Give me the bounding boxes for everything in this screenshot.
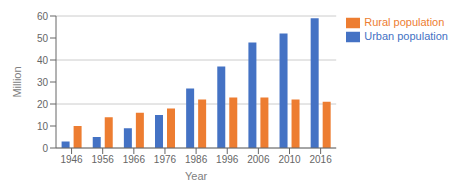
svg-text:2016: 2016 xyxy=(310,154,333,165)
svg-text:2010: 2010 xyxy=(278,154,301,165)
svg-text:1966: 1966 xyxy=(123,154,146,165)
svg-text:10: 10 xyxy=(37,121,49,132)
svg-text:50: 50 xyxy=(37,33,49,44)
svg-text:1946: 1946 xyxy=(60,154,83,165)
svg-text:30: 30 xyxy=(37,77,49,88)
svg-text:Million: Million xyxy=(11,66,23,97)
svg-text:40: 40 xyxy=(37,55,49,66)
svg-text:1986: 1986 xyxy=(185,154,208,165)
svg-text:2006: 2006 xyxy=(247,154,270,165)
svg-text:Year: Year xyxy=(185,170,208,182)
svg-text:60: 60 xyxy=(37,11,49,22)
svg-text:20: 20 xyxy=(37,99,49,110)
svg-text:1976: 1976 xyxy=(154,154,177,165)
svg-text:1996: 1996 xyxy=(216,154,239,165)
html-text:Rural population: Rural population xyxy=(364,16,445,28)
html-text:Urban population: Urban population xyxy=(364,30,448,43)
svg-text:1956: 1956 xyxy=(92,154,115,165)
svg-text:0: 0 xyxy=(42,143,48,154)
